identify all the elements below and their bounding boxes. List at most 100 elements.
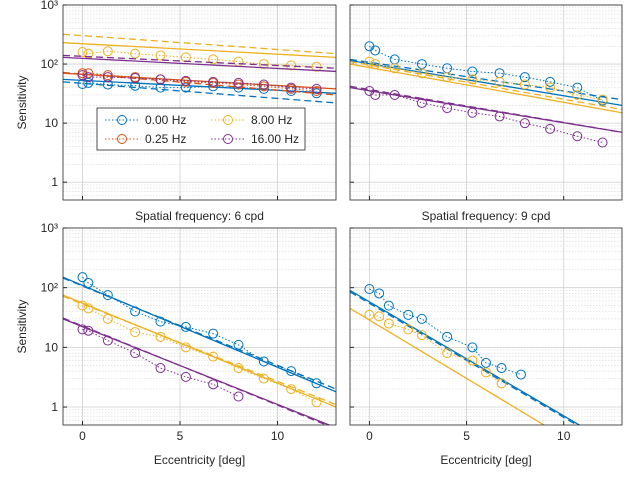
fit-line-dashed [63, 33, 336, 55]
data-point [130, 48, 141, 59]
y-tick-label: 10 [45, 116, 59, 130]
data-point [370, 45, 381, 56]
data-point [180, 75, 191, 86]
data-point [102, 313, 113, 324]
data-point [597, 137, 608, 148]
legend-marker [223, 134, 233, 144]
fit-line [63, 42, 336, 58]
axes-box [62, 4, 337, 201]
data-line [82, 276, 317, 384]
legend: 0.00 Hz 0.25 Hz 8.00 Hz 16.00 Hz [96, 107, 306, 151]
legend-label: 8.00 Hz [251, 113, 292, 127]
data-point [155, 74, 166, 85]
data-point [155, 82, 166, 93]
data-point [416, 313, 427, 324]
plot-area [63, 228, 336, 425]
data-point [311, 83, 322, 94]
panel-title: Spatial frequency: 9 cpd [422, 209, 551, 223]
plot-area [350, 228, 622, 425]
fit-line-dashed [350, 60, 622, 111]
data-point [496, 378, 507, 389]
data-point [208, 328, 219, 339]
data-point [83, 68, 94, 79]
data-point [208, 351, 219, 362]
data-point [130, 327, 141, 338]
x-tick-label: 0 [366, 429, 373, 443]
fit-line [63, 56, 336, 73]
data-point [519, 118, 530, 129]
legend-marker [223, 115, 233, 125]
y-tick-label: 10³ [41, 221, 58, 235]
data-point [389, 63, 400, 74]
data-point [374, 288, 385, 299]
data-point [416, 68, 427, 79]
x-axis-label: Eccentricity [deg] [440, 453, 531, 467]
data-point [155, 50, 166, 61]
panel [349, 4, 623, 201]
plot-area [63, 5, 336, 200]
data-point [258, 373, 269, 384]
data-point [416, 97, 427, 108]
data-line [369, 90, 603, 144]
fit-line-dashed [63, 81, 336, 104]
data-point [208, 379, 219, 390]
data-point [233, 363, 244, 374]
data-point [442, 331, 453, 342]
legend-label: 0.25 Hz [145, 132, 186, 146]
data-line [82, 305, 317, 403]
data-point [403, 324, 414, 335]
legend-marker [117, 115, 127, 125]
data-point [467, 342, 478, 353]
series-layer [350, 41, 622, 148]
data-point [286, 82, 297, 93]
data-line [369, 45, 603, 102]
data-point [77, 70, 88, 81]
data-point [403, 309, 414, 320]
data-point [481, 357, 491, 368]
legend-label: 0.00 Hz [145, 113, 186, 127]
data-point [155, 363, 166, 374]
data-point [467, 66, 478, 77]
y-tick-label: 1 [51, 400, 58, 414]
panel: 1 10 10² 10³ Sensitivity 0.00 Hz 0.25 Hz 8.00 H… [15, 0, 337, 201]
panel: 1 10 10² 10³ 0 5 10 Spatial frequency: 6 cpd Ecc… [15, 209, 337, 467]
axes-box [349, 227, 623, 426]
data-point [572, 131, 583, 142]
fit-line [350, 63, 622, 114]
fit-line [350, 59, 622, 107]
data-point [572, 82, 583, 93]
x-tick-label: 10 [557, 429, 571, 443]
x-tick-label: 0 [79, 429, 86, 443]
data-line [82, 82, 317, 94]
data-point [180, 371, 191, 382]
data-point [258, 79, 269, 90]
data-point [102, 72, 113, 83]
data-point [286, 366, 297, 377]
data-point [233, 391, 244, 402]
data-point [374, 311, 385, 322]
x-tick-label: 5 [463, 429, 470, 443]
fit-line-dashed [350, 58, 622, 101]
data-point [83, 277, 94, 288]
data-point [233, 77, 244, 88]
data-point [383, 318, 394, 329]
data-point [180, 342, 191, 353]
data-point [130, 306, 141, 317]
data-point [102, 46, 113, 57]
fit-line-dashed [63, 54, 336, 69]
data-point [496, 363, 507, 374]
legend-box [96, 107, 306, 151]
x-tick-label: 5 [177, 429, 184, 443]
y-tick-label: 10² [41, 281, 58, 295]
fit-line-dashed [63, 277, 336, 390]
data-point [389, 89, 400, 100]
data-point [545, 123, 556, 134]
data-point [442, 103, 453, 114]
panel: 0 5 10 Spatial frequency: 9 cpd Eccentricity… [349, 209, 623, 467]
data-point [77, 272, 88, 283]
plot-area [350, 5, 622, 200]
y-tick-label: 10 [45, 340, 59, 354]
data-point [467, 355, 478, 366]
series-layer [63, 33, 336, 104]
data-point [494, 76, 505, 87]
